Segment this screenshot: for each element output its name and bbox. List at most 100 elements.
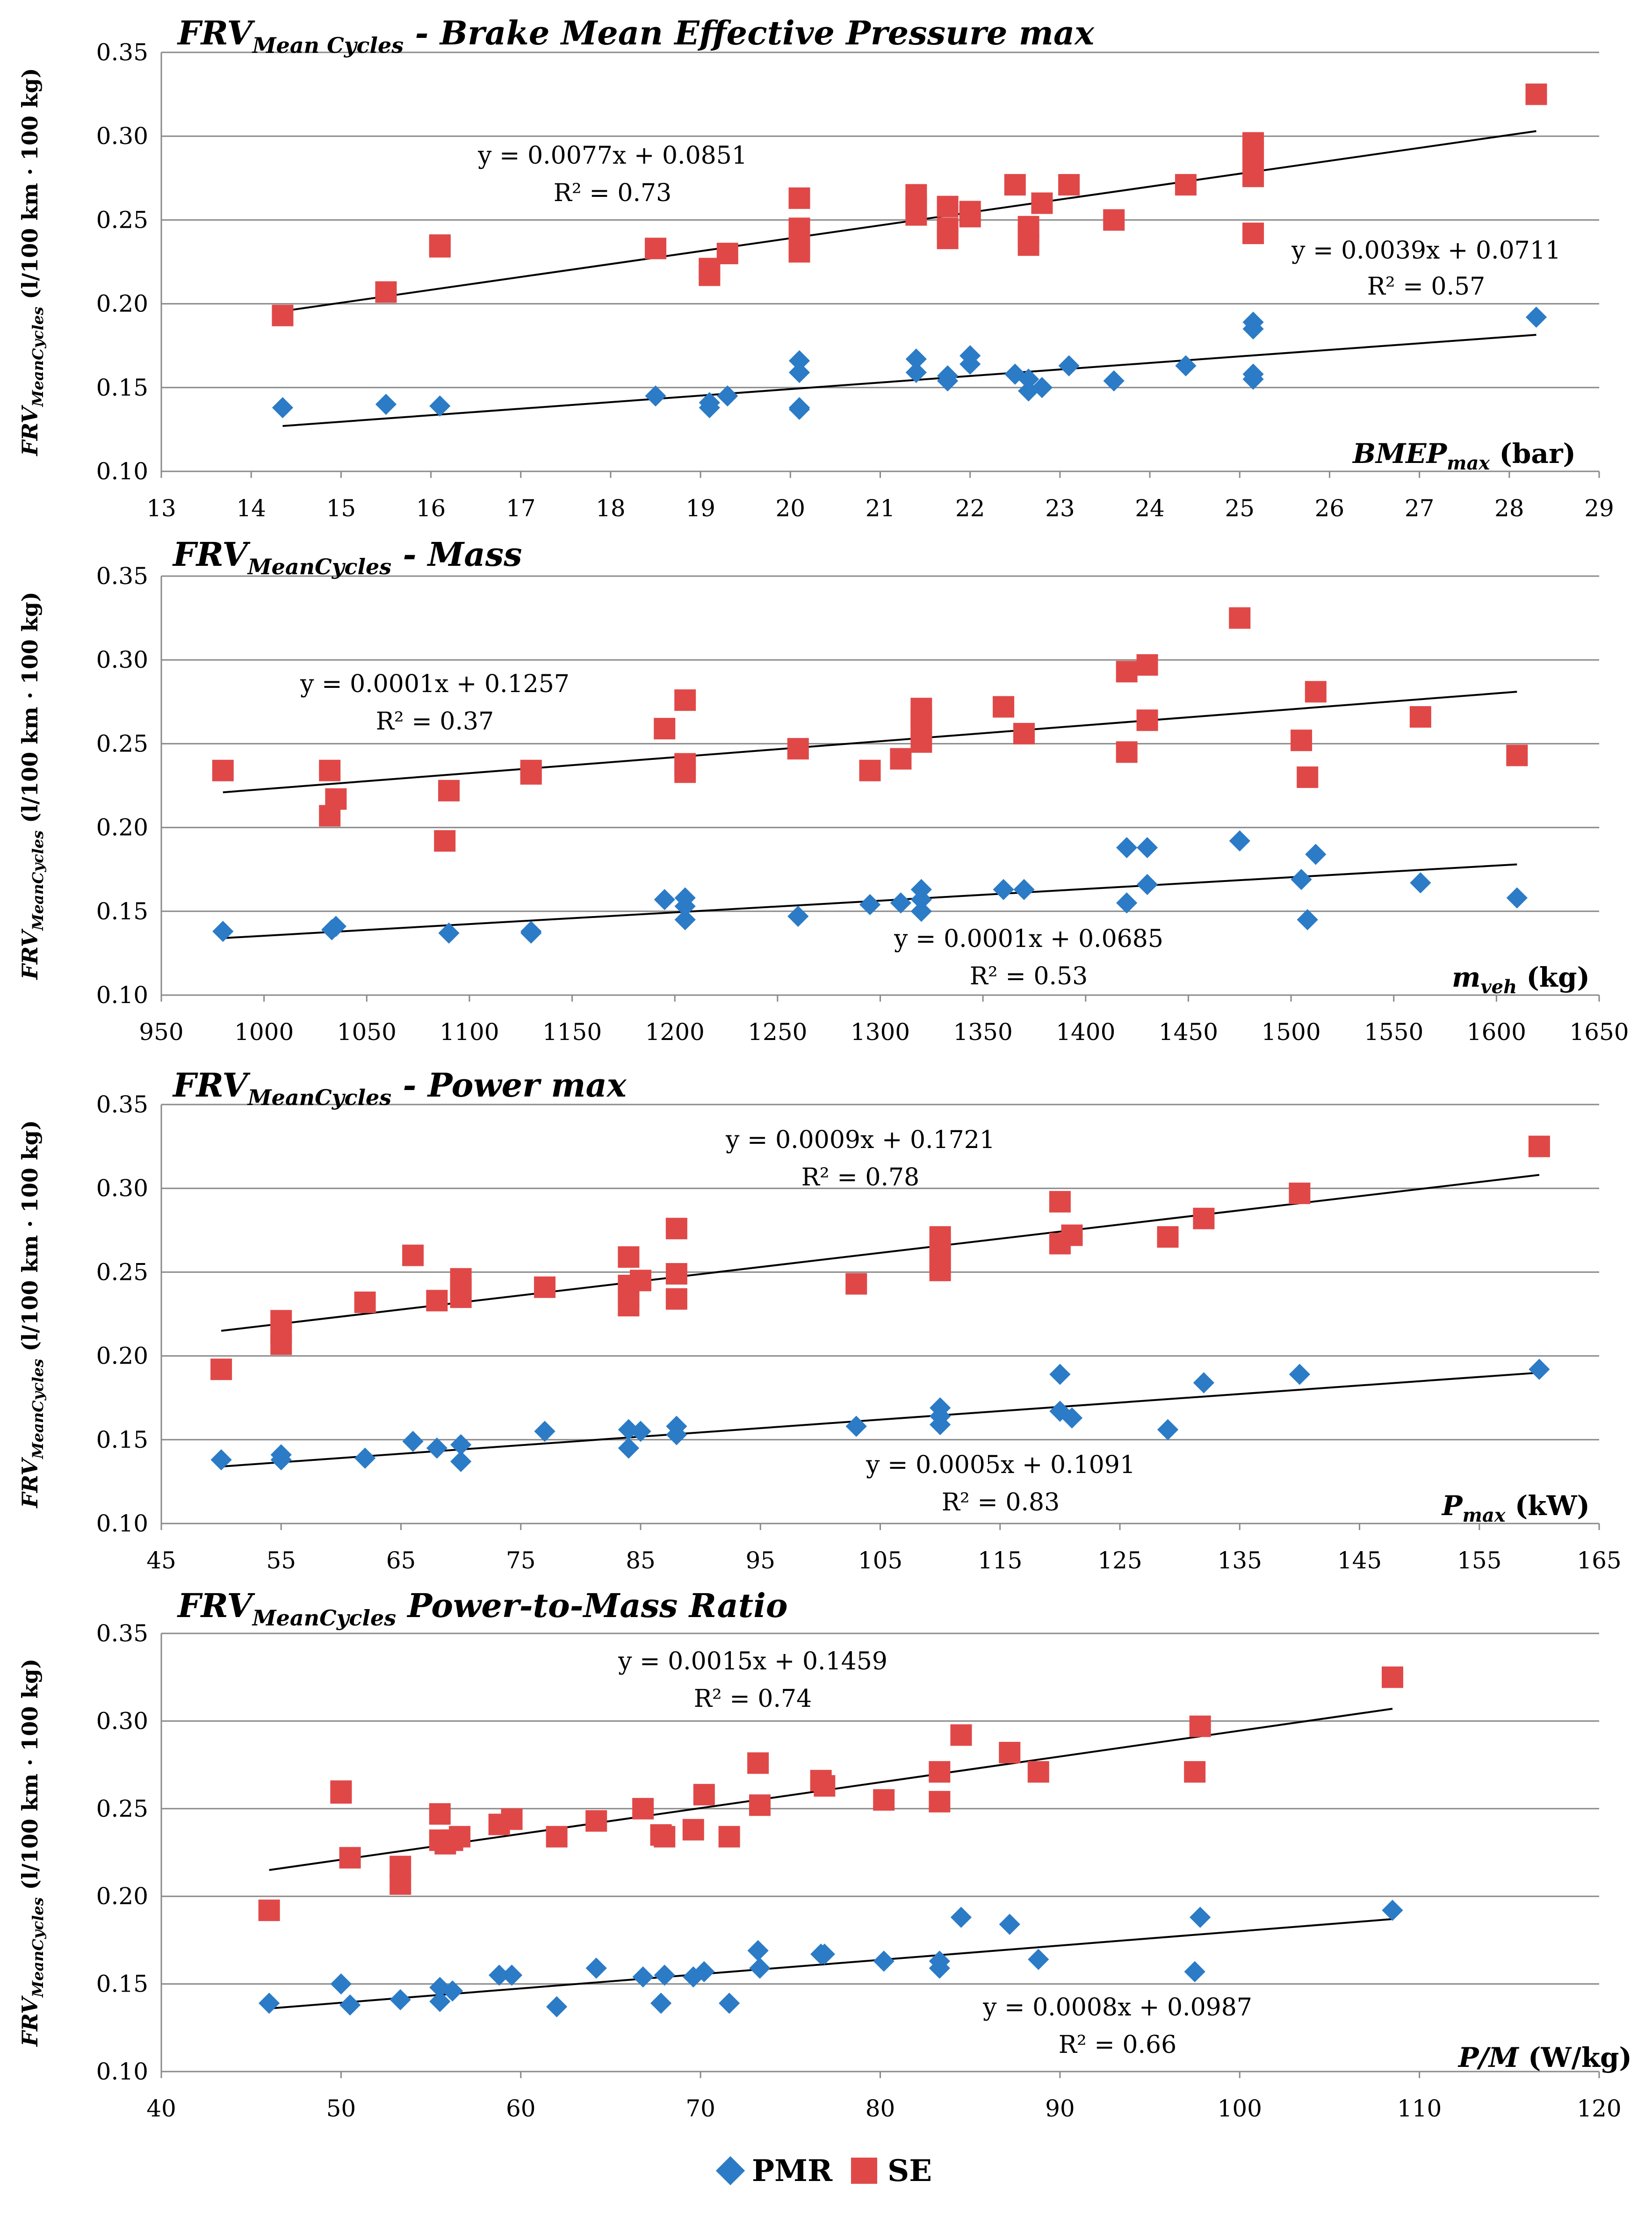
se-point (1525, 83, 1547, 105)
se-point (1184, 1761, 1206, 1783)
se-trendline (223, 691, 1517, 794)
pmr-point (426, 1437, 448, 1459)
pmr-point (814, 1943, 835, 1965)
y-axis-label: FRVMeanCycles (l/100 km · 100 kg) (17, 1659, 47, 2047)
se-point (1291, 729, 1313, 751)
x-tick-label: 85 (626, 1547, 656, 1574)
x-tick-label: 55 (266, 1547, 296, 1574)
pmr-point (450, 1451, 472, 1473)
x-tick-label: 75 (506, 1547, 536, 1574)
pmr-point (1103, 370, 1125, 392)
pmr-point (747, 1940, 769, 1962)
se-point (693, 1784, 715, 1805)
y-tick-label: 0.20 (96, 1883, 148, 1910)
x-tick-label: 1250 (748, 1018, 807, 1046)
x-axis-label: BMEPmax (bar) (1352, 438, 1576, 474)
pmr-point (1116, 837, 1138, 859)
pmr-point (1525, 306, 1547, 328)
pmr-point (630, 1421, 651, 1442)
pmr-point (546, 1996, 568, 2017)
pmr-point (1410, 872, 1431, 894)
se-point (1031, 192, 1053, 214)
pmr-point (1049, 1364, 1071, 1385)
x-tick-label: 40 (146, 2095, 176, 2122)
pmr-point (1175, 355, 1197, 376)
se-point (534, 1276, 555, 1298)
se-point (429, 1803, 451, 1825)
se-point (546, 1826, 568, 1848)
pmr-point (674, 895, 696, 917)
x-tick-label: 1350 (953, 1018, 1013, 1046)
pmr-equation: y = 0.0039x + 0.0711 (1291, 237, 1561, 265)
pmr-equation: y = 0.0005x + 0.1091 (866, 1451, 1135, 1479)
se-r2: R² = 0.78 (801, 1163, 919, 1192)
pmr-point (718, 1993, 740, 2014)
x-tick-label: 1550 (1364, 1018, 1423, 1046)
x-tick-label: 1300 (851, 1018, 910, 1046)
pmr-point (1061, 1407, 1083, 1429)
pmr-point (749, 1957, 771, 1979)
y-tick-label: 0.25 (96, 206, 148, 233)
se-point (1061, 1224, 1083, 1246)
pmr-point (1193, 1372, 1215, 1394)
pmr-point (1506, 887, 1528, 909)
y-tick-label: 0.25 (96, 1258, 148, 1285)
pmr-point (429, 395, 451, 417)
x-tick-label: 60 (506, 2095, 536, 2122)
se-point (654, 718, 676, 740)
x-tick-label: 65 (386, 1547, 416, 1574)
x-tick-label: 17 (506, 495, 536, 522)
se-point (890, 748, 912, 770)
x-tick-label: 95 (745, 1547, 775, 1574)
pmr-point (1116, 892, 1138, 914)
x-tick-label: 145 (1337, 1547, 1382, 1574)
y-tick-label: 0.15 (96, 374, 148, 401)
se-point (682, 1819, 704, 1841)
pmr-point (788, 361, 810, 383)
se-point (674, 689, 696, 711)
x-tick-label: 1600 (1467, 1018, 1526, 1046)
se-point (747, 1752, 769, 1774)
pmr-point (1382, 1899, 1403, 1921)
se-point (426, 1290, 448, 1312)
pmr-point (910, 901, 932, 922)
se-equation: y = 0.0001x + 0.1257 (300, 670, 570, 698)
se-point (674, 761, 696, 783)
legend: PMR SE (715, 2153, 932, 2188)
se-point (999, 1741, 1021, 1763)
y-tick-label: 0.35 (96, 1620, 148, 1647)
x-tick-label: 105 (858, 1547, 902, 1574)
pmr-point (1136, 874, 1158, 895)
se-point (1409, 706, 1431, 728)
pmr-point (1028, 1949, 1049, 1970)
se-point (1049, 1191, 1071, 1213)
x-tick-label: 1650 (1569, 1018, 1629, 1046)
x-tick-label: 24 (1135, 495, 1165, 522)
chart-title: FRVMeanCycles - Power max (172, 1066, 627, 1110)
x-tick-label: 27 (1405, 495, 1435, 522)
se-point (716, 243, 738, 265)
pmr-point (210, 1449, 232, 1471)
se-point (654, 1826, 676, 1848)
x-tick-label: 135 (1218, 1547, 1262, 1574)
pmr-point (375, 394, 397, 415)
y-tick-label: 0.30 (96, 1707, 148, 1734)
pmr-point (1136, 837, 1158, 859)
pmr-point (1291, 869, 1312, 890)
chart-panel-4: 0.10 0.15 0.20 0.25 0.30 0.35 40 50 60 70 80 90 100 1… (17, 1586, 1632, 2122)
se-point (1004, 174, 1026, 196)
se-point (1058, 174, 1080, 196)
y-axis-label: FRVMeanCycles (l/100 km · 100 kg) (17, 68, 47, 456)
legend-pmr-label: PMR (752, 2153, 833, 2188)
se-point (1175, 174, 1197, 196)
se-point (272, 304, 294, 326)
y-tick-label: 0.35 (96, 563, 148, 590)
pmr-point (666, 1424, 687, 1445)
pmr-equation: y = 0.0001x + 0.0685 (894, 925, 1163, 953)
se-point (1116, 661, 1138, 683)
pmr-point (1529, 1358, 1550, 1380)
pmr-point (339, 1994, 361, 2016)
pmr-point (959, 353, 981, 375)
chart-panel-3: 0.10 0.15 0.20 0.25 0.30 0.35 45 55 65 75 85 95 105 1… (17, 1066, 1622, 1574)
